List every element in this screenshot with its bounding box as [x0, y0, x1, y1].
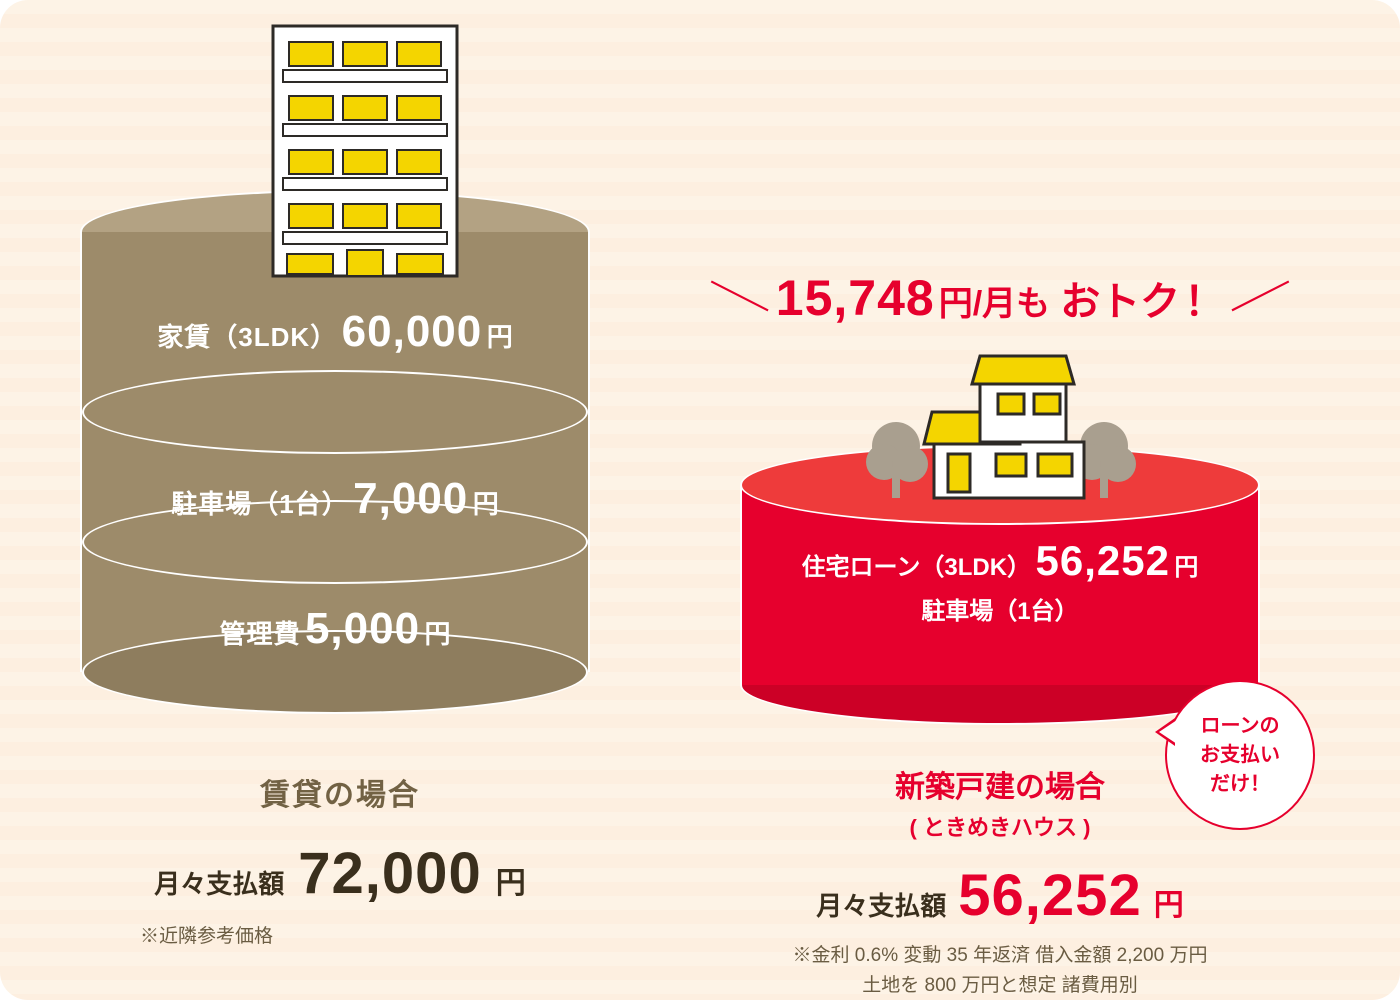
- rental-title: 賃貸の場合: [100, 770, 580, 814]
- rent-value: 60,000: [342, 307, 483, 356]
- mgmt-unit: 円: [425, 619, 451, 649]
- bubble-l2: お支払い: [1200, 744, 1280, 766]
- loan-value: 56,252: [1036, 537, 1170, 584]
- bubble-l3: だけ！: [1210, 773, 1270, 795]
- rental-monthly-value: 72,000: [298, 840, 481, 907]
- savings-unit: 円/月も: [939, 276, 1050, 325]
- house-foot1: ※金利 0.6% 変動 35 年返済 借入金額 2,200 万円: [793, 945, 1208, 966]
- house-monthly-label: 月々支払額: [816, 886, 946, 923]
- rent-label: 家賃（3LDK）: [157, 322, 337, 352]
- house-title: 新築戸建の場合: [895, 771, 1105, 804]
- savings-trail: おトク: [1060, 269, 1180, 327]
- loan-unit: 円: [1174, 554, 1198, 581]
- savings-bang: ！: [1184, 269, 1224, 327]
- mgmt-value: 5,000: [305, 604, 420, 653]
- house-monthly-unit: 円: [1154, 880, 1184, 924]
- rental-monthly-unit: 円: [496, 858, 526, 902]
- loan-label: 住宅ローン（3LDK）: [802, 554, 1031, 581]
- bubble-l1: ローンの: [1201, 715, 1280, 737]
- savings-headline: ＼ 15,748 円/月も おトク ！ ／: [660, 258, 1340, 330]
- parking-label: 駐車場（1台）: [171, 489, 348, 519]
- speech-bubble: ローンの お支払い だけ！: [1165, 680, 1315, 830]
- rental-monthly-label: 月々支払額: [154, 864, 284, 901]
- mgmt-label: 管理費: [219, 619, 300, 649]
- rental-summary: 賃貸の場合 月々支払額 72,000 円 ※近隣参考価格: [100, 770, 580, 948]
- rental-footnote: ※近隣参考価格: [100, 921, 580, 948]
- parking-unit: 円: [473, 489, 499, 519]
- rent-unit: 円: [487, 322, 513, 352]
- parking-value: 7,000: [353, 474, 468, 523]
- loan-parking: 駐車場（1台）: [740, 591, 1260, 626]
- rental-cost-stack: 家賃（3LDK） 60,000 円 駐車場（1台） 7,000 円 管理費 5,…: [80, 232, 590, 712]
- house-foot2: 土地を 800 万円と想定 諸費用別: [862, 975, 1138, 996]
- house-cost-cylinder: 住宅ローン（3LDK） 56,252 円 駐車場（1台）: [740, 485, 1260, 685]
- house-monthly-value: 56,252: [958, 862, 1141, 929]
- apartment-icon: [265, 18, 465, 278]
- savings-value: 15,748: [776, 269, 935, 327]
- house-icon: [860, 350, 1140, 510]
